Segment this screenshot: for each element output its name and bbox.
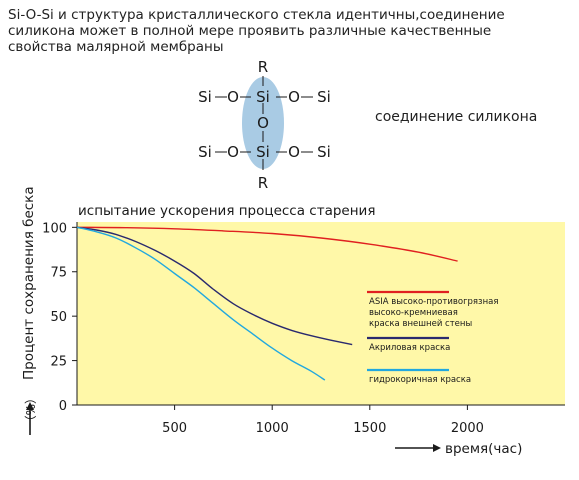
- x-tick-label: 1500: [353, 421, 386, 436]
- intro-line-1: Si-O-Si и структура кристаллического сте…: [8, 7, 505, 23]
- intro-text: Si-O-Si и структура кристаллического сте…: [8, 7, 573, 55]
- chart-title: испытание ускорения процесса старения: [78, 203, 375, 219]
- atom-top-r: R: [258, 58, 268, 76]
- silicone-structure-formula: R Si O Si O Si O Si O Si O Si R: [198, 58, 331, 192]
- formula-caption: соединение силикона: [375, 109, 538, 125]
- x-tick-label: 1000: [256, 421, 289, 436]
- y-axis-label: Процент сохранения беска: [21, 186, 37, 380]
- atom-row2-center-si: Si: [256, 143, 270, 161]
- atom-row1-left-o: O: [227, 88, 239, 106]
- legend: ASIA высоко-противогрязнаявысоко-кремние…: [367, 290, 498, 385]
- legend-label-1: краска внешней стены: [369, 319, 472, 329]
- atom-row2-left-o: O: [227, 143, 239, 161]
- legend-label-3: гидрокоричная краска: [369, 375, 471, 385]
- si-o-si-highlight: [242, 77, 284, 169]
- y-tick-label: 100: [42, 221, 67, 236]
- atom-row2-right-si: Si: [317, 143, 331, 161]
- x-ticks: 500 1000 1500 2000: [162, 405, 484, 436]
- y-tick-label: 0: [59, 399, 67, 414]
- series-line-1: [76, 226, 458, 262]
- atom-middle-o: O: [257, 114, 269, 132]
- series-line-3: [76, 226, 326, 381]
- x-tick-label: 500: [162, 421, 187, 436]
- atom-bottom-r: R: [258, 174, 268, 192]
- y-ticks: 0 25 50 75 100: [42, 221, 77, 414]
- atom-row1-right-si: Si: [317, 88, 331, 106]
- y-axis-unit: （%）: [23, 392, 37, 427]
- y-tick-label: 25: [50, 355, 67, 370]
- atom-row2-right-o: O: [288, 143, 300, 161]
- y-tick-label: 50: [50, 310, 67, 325]
- x-axis-arrow: [395, 444, 441, 452]
- legend-label-2: Акриловая краска: [369, 343, 450, 353]
- plot-area: [77, 222, 565, 405]
- x-tick-label: 2000: [451, 421, 484, 436]
- legend-label-1: ASIA высоко-противогрязная: [369, 297, 498, 307]
- series-lines: [76, 226, 458, 381]
- series-line-2: [76, 226, 353, 346]
- x-axis-label: время(час): [445, 441, 522, 457]
- atom-row2-left-si: Si: [198, 143, 212, 161]
- atom-row1-left-si: Si: [198, 88, 212, 106]
- legend-label-1: высоко-кремниевая: [369, 308, 458, 318]
- atom-row1-right-o: O: [288, 88, 300, 106]
- y-axis-arrow: [26, 402, 34, 435]
- intro-line-3: свойства малярной мембраны: [8, 39, 224, 55]
- intro-line-2: силикона может в полной мере проявить ра…: [8, 23, 492, 39]
- y-tick-label: 75: [50, 266, 67, 281]
- atom-row1-center-si: Si: [256, 88, 270, 106]
